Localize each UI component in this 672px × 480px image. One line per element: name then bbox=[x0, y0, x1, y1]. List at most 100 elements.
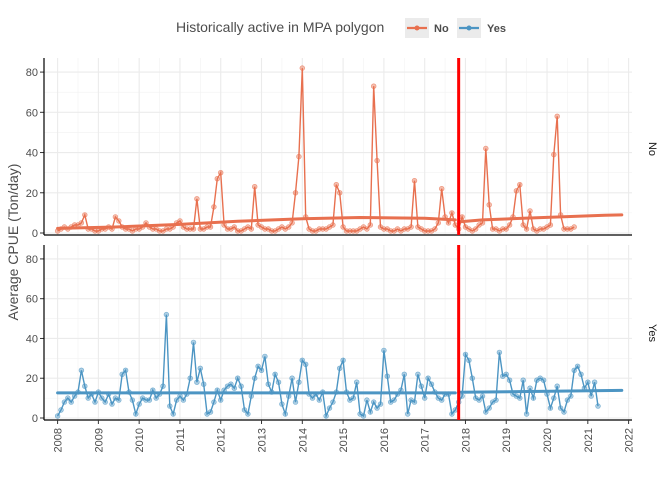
data-point bbox=[248, 226, 255, 232]
data-point bbox=[163, 311, 170, 318]
data-point bbox=[61, 399, 68, 405]
data-point bbox=[330, 399, 336, 405]
data-point bbox=[459, 393, 465, 399]
data-point bbox=[340, 357, 346, 363]
series-line-yes bbox=[56, 314, 599, 419]
data-point bbox=[503, 226, 509, 232]
x-tick-label: 2014 bbox=[297, 428, 309, 452]
data-point bbox=[337, 365, 343, 371]
data-point bbox=[78, 367, 85, 373]
data-point bbox=[415, 371, 421, 377]
y-tick-label: 20 bbox=[26, 373, 38, 385]
data-point bbox=[554, 383, 560, 389]
data-point bbox=[292, 190, 299, 196]
data-point bbox=[578, 371, 584, 377]
y-tick-label: 0 bbox=[32, 413, 38, 425]
data-point bbox=[503, 371, 509, 377]
data-point bbox=[547, 222, 554, 228]
data-point bbox=[136, 401, 142, 407]
data-point bbox=[218, 397, 224, 403]
grid bbox=[44, 58, 632, 235]
data-point bbox=[432, 226, 438, 232]
y-tick-label: 40 bbox=[26, 333, 38, 345]
x-axis: 2008 2009 2010 2011 2012 2013 2014 2015 2016 2017… bbox=[53, 420, 636, 452]
data-point bbox=[333, 182, 339, 188]
data-point bbox=[411, 178, 418, 184]
data-point bbox=[207, 224, 214, 230]
data-point bbox=[476, 397, 482, 403]
data-point bbox=[540, 377, 547, 383]
data-point bbox=[112, 214, 119, 220]
data-point bbox=[160, 383, 166, 389]
x-tick-label: 2015 bbox=[338, 428, 350, 452]
data-point bbox=[452, 407, 458, 413]
data-point bbox=[523, 411, 530, 417]
data-point bbox=[459, 214, 465, 220]
y-tick-label: 40 bbox=[26, 148, 38, 160]
x-tick-label: 2021 bbox=[583, 428, 595, 452]
data-point bbox=[449, 210, 455, 216]
data-point bbox=[245, 411, 251, 417]
trend-line-before bbox=[56, 215, 457, 230]
legend-title: Historically active in MPA polygon bbox=[176, 19, 384, 35]
data-point bbox=[129, 397, 136, 403]
data-point bbox=[418, 383, 424, 389]
data-point bbox=[58, 407, 64, 413]
panel-yes: 0 20 40 60 80 bbox=[26, 245, 632, 425]
y-axis-title: Average CPUE (Ton/day) bbox=[5, 164, 21, 321]
trend-line-after bbox=[457, 213, 624, 224]
x-tick-label: 2009 bbox=[93, 428, 105, 452]
data-point bbox=[231, 385, 238, 391]
data-point bbox=[486, 405, 492, 411]
trend-line-after bbox=[457, 388, 624, 394]
data-point bbox=[167, 403, 173, 409]
data-point bbox=[428, 381, 435, 387]
y-tick-label: 80 bbox=[26, 67, 38, 79]
data-point bbox=[384, 373, 390, 379]
data-point bbox=[282, 411, 288, 417]
data-point bbox=[571, 224, 577, 230]
legend-key-point-no bbox=[414, 25, 420, 31]
data-point bbox=[238, 383, 244, 389]
data-point bbox=[309, 395, 316, 401]
data-point bbox=[364, 397, 370, 403]
data-point bbox=[286, 224, 292, 230]
data-point bbox=[299, 357, 305, 363]
data-point bbox=[214, 176, 221, 182]
data-point bbox=[523, 226, 530, 232]
data-point bbox=[564, 397, 571, 403]
legend: Historically active in MPA polygon No Ye… bbox=[176, 18, 506, 38]
data-point bbox=[265, 381, 271, 387]
data-point bbox=[235, 375, 241, 381]
data-point bbox=[194, 379, 200, 385]
data-point bbox=[506, 222, 513, 228]
data-point bbox=[258, 367, 265, 373]
data-point bbox=[272, 371, 278, 377]
x-tick-label: 2010 bbox=[134, 428, 146, 452]
data-point bbox=[405, 411, 411, 417]
data-point bbox=[330, 222, 336, 228]
data-point bbox=[520, 222, 526, 228]
data-point bbox=[435, 220, 441, 226]
data-point bbox=[109, 401, 115, 407]
data-point bbox=[568, 393, 574, 399]
data-point bbox=[551, 151, 557, 158]
data-point bbox=[340, 224, 346, 230]
data-point bbox=[367, 409, 373, 415]
data-point bbox=[591, 379, 598, 385]
y-tick-label: 80 bbox=[26, 254, 38, 266]
x-tick-label: 2019 bbox=[501, 428, 513, 452]
data-point bbox=[452, 222, 458, 228]
data-point bbox=[595, 403, 601, 409]
data-point bbox=[231, 224, 238, 230]
data-point bbox=[517, 182, 523, 188]
x-tick-label: 2018 bbox=[461, 428, 473, 452]
data-point bbox=[445, 220, 452, 226]
data-point bbox=[289, 375, 295, 381]
data-point bbox=[177, 218, 183, 224]
y-tick-label: 20 bbox=[26, 188, 38, 200]
data-point bbox=[439, 186, 445, 192]
data-point bbox=[296, 379, 302, 385]
data-point bbox=[146, 397, 153, 403]
